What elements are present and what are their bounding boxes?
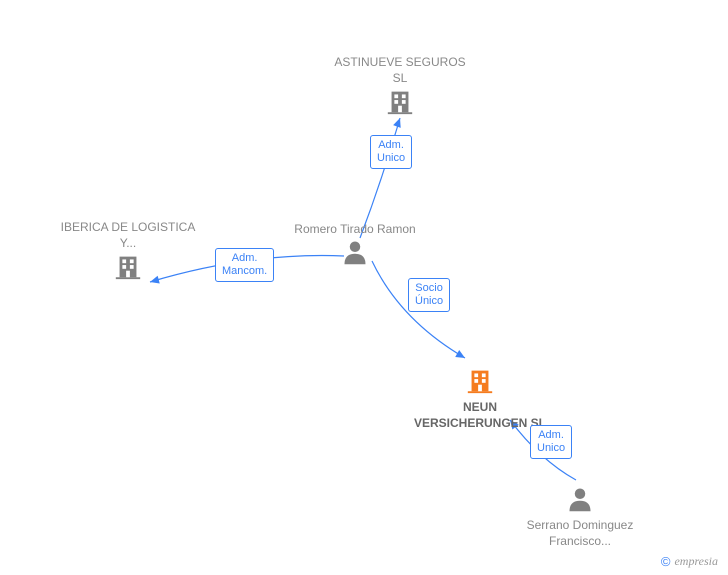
- edge-label-e1: Adm.Unico: [370, 135, 412, 169]
- node-neun[interactable]: NEUN VERSICHERUNGEN SL: [410, 365, 550, 431]
- node-label-astinueve: ASTINUEVE SEGUROS SL: [330, 55, 470, 86]
- node-iberica[interactable]: IBERICA DE LOGISTICA Y...: [58, 220, 198, 286]
- edge-label-e3: SocioÚnico: [408, 278, 450, 312]
- brand-name: empresia: [674, 554, 718, 569]
- node-label-iberica: IBERICA DE LOGISTICA Y...: [58, 220, 198, 251]
- edge-label-e2: Adm.Mancom.: [215, 248, 274, 282]
- edge-label-e4: Adm.Unico: [530, 425, 572, 459]
- node-label-romero: Romero Tirado Ramon: [294, 222, 415, 238]
- person-icon: [341, 238, 369, 271]
- company-icon: [465, 365, 495, 400]
- company-icon: [385, 86, 415, 121]
- arrowhead-icon: [455, 350, 467, 361]
- footer: © empresia: [661, 554, 718, 569]
- node-label-serrano: Serrano Dominguez Francisco...: [510, 518, 650, 549]
- node-serrano[interactable]: Serrano Dominguez Francisco...: [510, 485, 650, 549]
- node-label-neun: NEUN VERSICHERUNGEN SL: [410, 400, 550, 431]
- person-icon: [566, 485, 594, 518]
- company-icon: [113, 251, 143, 286]
- copyright-symbol: ©: [661, 554, 671, 569]
- node-astinueve[interactable]: ASTINUEVE SEGUROS SL: [330, 55, 470, 121]
- node-romero[interactable]: Romero Tirado Ramon: [285, 222, 425, 271]
